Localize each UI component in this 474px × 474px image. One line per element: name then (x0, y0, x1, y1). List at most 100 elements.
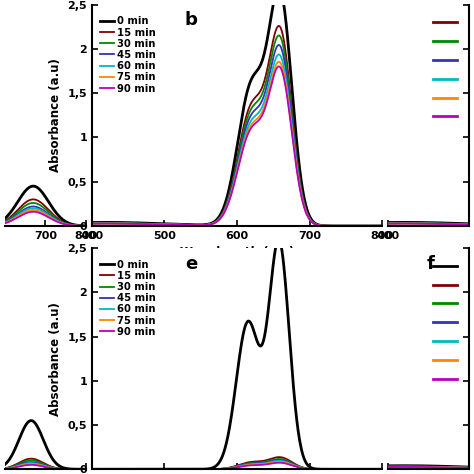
30 min (260, 459, 266, 465)
Text: f: f (427, 255, 435, 273)
45 min (260, 96, 266, 101)
60 min (379, 466, 385, 472)
Line: 90 min: 90 min (92, 66, 382, 226)
15 min (140, 221, 146, 227)
30 min (379, 466, 385, 472)
Line: 15 min: 15 min (92, 26, 382, 226)
75 min (260, 461, 266, 467)
75 min (220, 466, 226, 472)
0 min (308, 216, 314, 221)
90 min (276, 460, 282, 465)
75 min (283, 83, 289, 89)
15 min (308, 217, 314, 223)
75 min (283, 460, 289, 465)
0 min (379, 223, 385, 229)
75 min (276, 59, 282, 64)
Line: 75 min: 75 min (92, 62, 382, 226)
60 min (283, 459, 289, 465)
60 min (260, 461, 266, 466)
45 min (220, 466, 226, 472)
90 min (283, 88, 289, 93)
90 min (89, 221, 95, 227)
0 min (308, 465, 314, 470)
45 min (276, 457, 282, 463)
Y-axis label: Absorbance (a.u): Absorbance (a.u) (49, 302, 62, 416)
90 min (220, 212, 226, 218)
45 min (220, 210, 226, 216)
0 min (89, 219, 95, 225)
90 min (164, 466, 169, 472)
30 min (276, 33, 282, 38)
15 min (220, 209, 226, 214)
45 min (140, 466, 146, 472)
90 min (140, 466, 146, 472)
45 min (164, 466, 169, 472)
60 min (89, 220, 95, 226)
30 min (220, 210, 226, 215)
75 min (308, 466, 314, 472)
45 min (379, 223, 385, 229)
75 min (220, 211, 226, 217)
60 min (283, 77, 289, 83)
15 min (276, 454, 282, 460)
15 min (164, 466, 169, 472)
15 min (140, 466, 146, 472)
Line: 30 min: 30 min (92, 36, 382, 226)
Y-axis label: Absorbance (a.u): Absorbance (a.u) (49, 58, 62, 172)
30 min (283, 61, 289, 67)
60 min (260, 102, 266, 108)
75 min (89, 466, 95, 472)
60 min (308, 466, 314, 472)
90 min (379, 466, 385, 472)
15 min (379, 466, 385, 472)
Line: 15 min: 15 min (92, 457, 382, 469)
30 min (220, 466, 226, 472)
Line: 90 min: 90 min (92, 463, 382, 469)
30 min (140, 466, 146, 472)
X-axis label: Wavelength (nm): Wavelength (nm) (180, 246, 294, 259)
75 min (379, 223, 385, 229)
45 min (308, 466, 314, 472)
60 min (164, 466, 169, 472)
45 min (283, 458, 289, 464)
15 min (379, 223, 385, 229)
75 min (164, 466, 169, 472)
15 min (164, 221, 169, 227)
0 min (283, 21, 289, 27)
75 min (379, 466, 385, 472)
0 min (140, 220, 146, 226)
90 min (308, 466, 314, 472)
60 min (89, 466, 95, 472)
15 min (283, 456, 289, 462)
0 min (164, 466, 169, 472)
60 min (276, 458, 282, 464)
Line: 75 min: 75 min (92, 462, 382, 469)
Line: 60 min: 60 min (92, 55, 382, 226)
45 min (140, 221, 146, 227)
15 min (308, 466, 314, 472)
0 min (260, 340, 266, 346)
90 min (164, 222, 169, 228)
Legend: 0 min, 15 min, 30 min, 45 min, 60 min, 75 min, 90 min: 0 min, 15 min, 30 min, 45 min, 60 min, 7… (100, 260, 156, 337)
75 min (308, 218, 314, 224)
60 min (308, 218, 314, 224)
Line: 0 min: 0 min (92, 0, 382, 226)
45 min (379, 466, 385, 472)
0 min (220, 451, 226, 457)
90 min (140, 221, 146, 227)
75 min (140, 221, 146, 227)
60 min (379, 223, 385, 229)
15 min (89, 220, 95, 226)
0 min (220, 206, 226, 212)
90 min (260, 111, 266, 117)
45 min (276, 42, 282, 48)
0 min (164, 221, 169, 227)
75 min (260, 108, 266, 113)
60 min (276, 52, 282, 57)
45 min (164, 221, 169, 227)
75 min (164, 222, 169, 228)
0 min (379, 466, 385, 472)
Line: 30 min: 30 min (92, 459, 382, 469)
30 min (140, 221, 146, 227)
0 min (89, 466, 95, 472)
